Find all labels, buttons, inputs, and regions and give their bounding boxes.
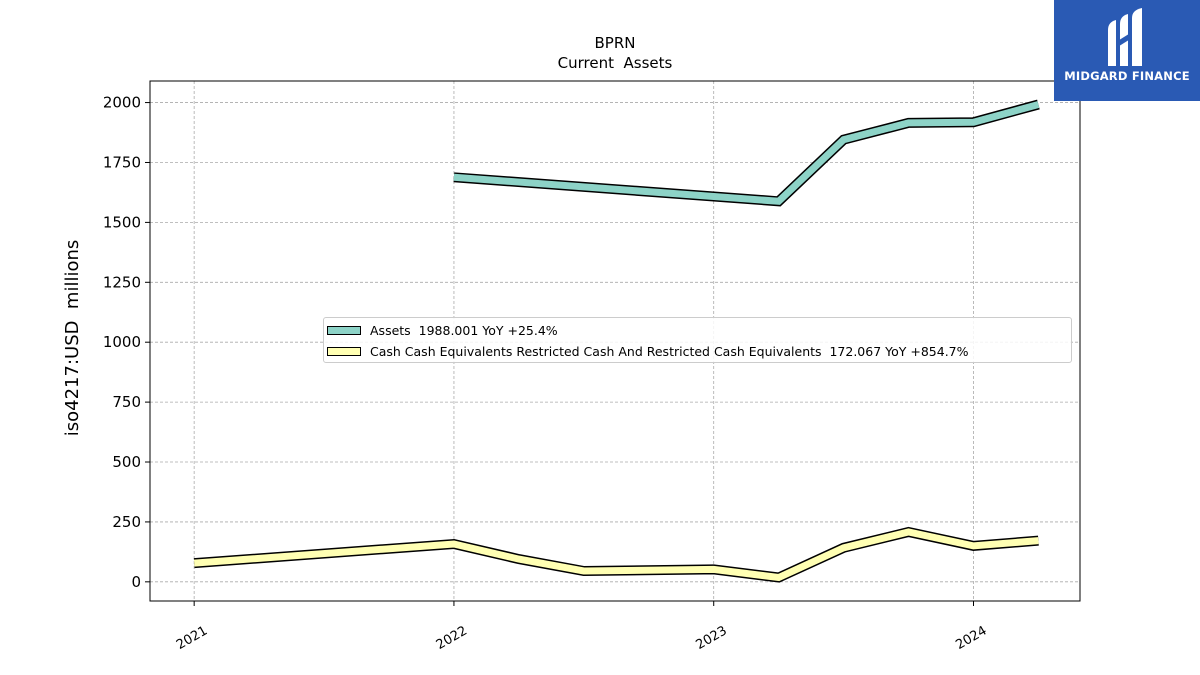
legend-swatch-cash	[327, 346, 361, 356]
y-tick-label: 750	[112, 393, 141, 411]
y-tick-label: 1500	[103, 213, 141, 231]
y-tick-label: 1250	[103, 273, 141, 291]
x-tick-label: 2023	[694, 623, 730, 653]
x-axis: 2021 2022 2023 2024	[174, 601, 989, 653]
y-tick-label: 2000	[103, 94, 141, 112]
plot-frame	[149, 80, 1081, 602]
logo-mark-icon	[1108, 8, 1142, 66]
y-tick-label: 1750	[103, 153, 141, 171]
chart-subtitle: Current Assets	[558, 54, 673, 72]
series-line-0	[453, 101, 1040, 205]
y-tick-label: 0	[131, 573, 141, 591]
legend-item-assets: Assets 1988.001 YoY +25.4%	[324, 320, 558, 340]
chart-title: BPRN	[595, 34, 636, 52]
legend-label-cash: Cash Cash Equivalents Restricted Cash An…	[370, 343, 969, 359]
brand-logo: MIDGARD FINANCE	[1054, 0, 1200, 101]
series-line-1	[193, 528, 1039, 582]
logo-text: MIDGARD FINANCE	[1064, 69, 1190, 83]
x-tick-label: 2024	[953, 623, 989, 653]
legend-item-cash: Cash Cash Equivalents Restricted Cash An…	[324, 341, 969, 361]
y-tick-label: 500	[112, 453, 141, 471]
y-axis: 0 250 500 750 1000 1250 1500 1750 2000	[103, 94, 150, 591]
y-axis-label: iso4217:USD millions	[62, 240, 83, 437]
x-tick-label: 2021	[174, 623, 210, 653]
y-tick-label: 1000	[103, 333, 141, 351]
series-layer	[193, 99, 1040, 583]
y-tick-label: 250	[112, 513, 141, 531]
legend-swatch-assets	[327, 325, 361, 335]
legend: Assets 1988.001 YoY +25.4% Cash Cash Equ…	[323, 317, 1072, 363]
x-tick-label: 2022	[434, 623, 470, 653]
legend-label-assets: Assets 1988.001 YoY +25.4%	[370, 322, 558, 338]
